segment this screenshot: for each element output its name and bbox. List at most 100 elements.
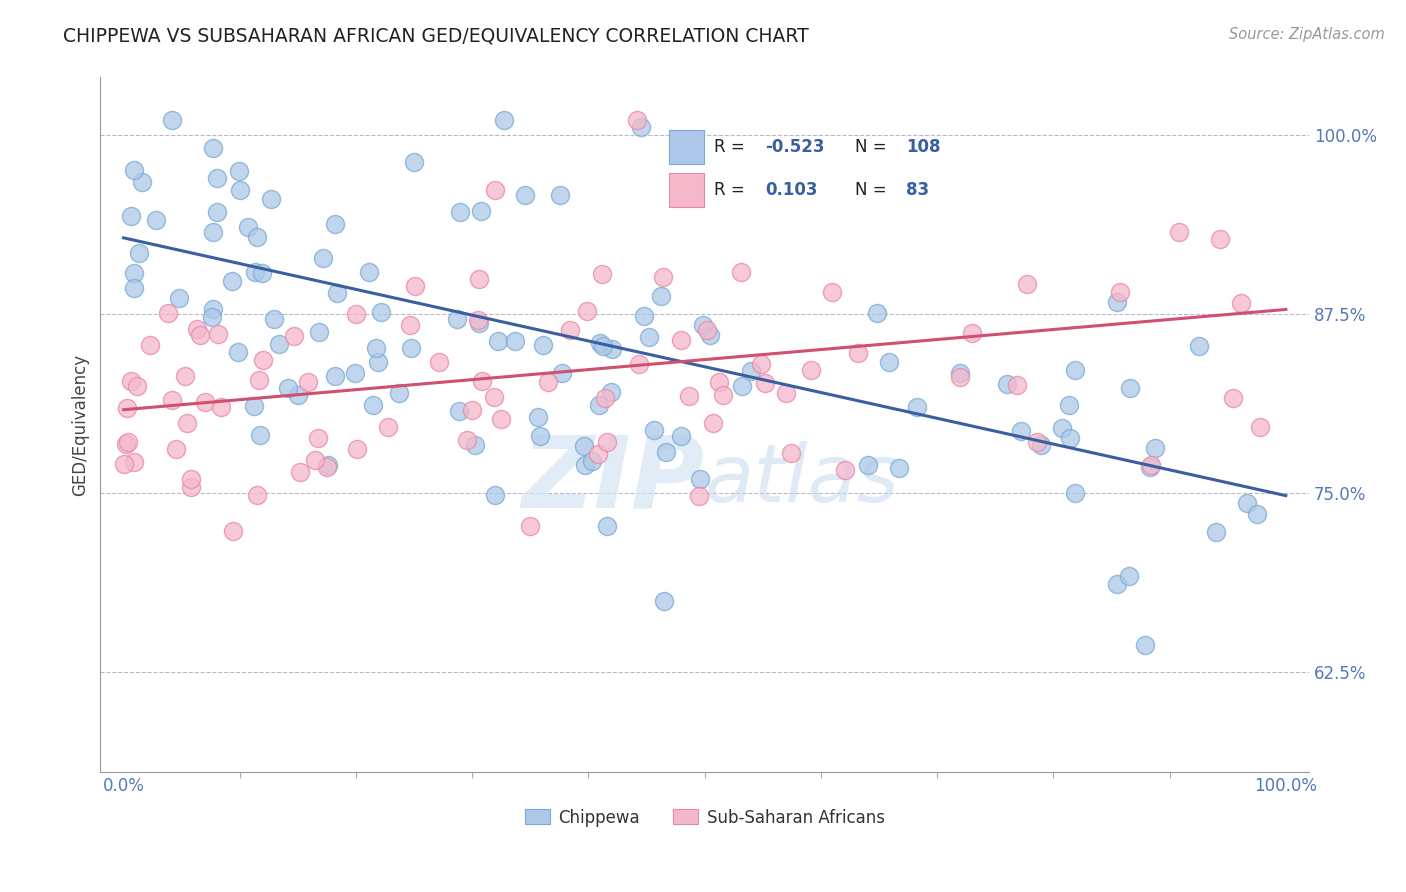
- Point: [201, 225, 224, 239]
- Point: [652, 269, 675, 284]
- Point: [467, 312, 489, 326]
- Point: [775, 385, 797, 400]
- Point: [572, 439, 595, 453]
- Point: [596, 519, 619, 533]
- Point: [588, 446, 610, 460]
- Point: [709, 376, 731, 390]
- Point: [489, 412, 512, 426]
- Point: [669, 333, 692, 347]
- Point: [1059, 398, 1081, 412]
- Point: [600, 385, 623, 400]
- Point: [120, 209, 142, 223]
- Point: [633, 309, 655, 323]
- Point: [866, 306, 889, 320]
- Point: [1108, 285, 1130, 300]
- Point: [650, 289, 672, 303]
- Point: [731, 378, 754, 392]
- Point: [1168, 225, 1191, 239]
- Point: [655, 445, 678, 459]
- Point: [370, 305, 392, 319]
- Point: [124, 266, 146, 280]
- Point: [1249, 420, 1271, 434]
- Point: [589, 335, 612, 350]
- Point: [602, 342, 624, 356]
- Point: [1005, 377, 1028, 392]
- Point: [209, 400, 232, 414]
- Point: [1026, 435, 1049, 450]
- Point: [558, 323, 581, 337]
- Y-axis label: GED/Equivalency: GED/Equivalency: [72, 354, 89, 496]
- Point: [115, 437, 138, 451]
- Point: [1029, 438, 1052, 452]
- Point: [513, 187, 536, 202]
- Point: [484, 488, 506, 502]
- Point: [404, 279, 426, 293]
- Point: [315, 459, 337, 474]
- Point: [367, 355, 389, 369]
- Point: [344, 308, 367, 322]
- Point: [1143, 442, 1166, 456]
- Point: [122, 163, 145, 178]
- Point: [1209, 232, 1232, 246]
- Point: [548, 187, 571, 202]
- Point: [527, 409, 550, 424]
- Point: [1222, 391, 1244, 405]
- Point: [388, 386, 411, 401]
- Point: [226, 344, 249, 359]
- Point: [145, 212, 167, 227]
- Point: [699, 327, 721, 342]
- Point: [702, 416, 724, 430]
- Point: [401, 341, 423, 355]
- Point: [1107, 295, 1129, 310]
- Point: [591, 267, 613, 281]
- Point: [846, 346, 869, 360]
- Point: [1236, 496, 1258, 510]
- Point: [652, 593, 675, 607]
- Point: [1059, 431, 1081, 445]
- Point: [308, 325, 330, 339]
- Point: [486, 334, 509, 349]
- Point: [1063, 486, 1085, 500]
- Point: [1050, 420, 1073, 434]
- Point: [263, 312, 285, 326]
- Point: [492, 113, 515, 128]
- Point: [156, 306, 179, 320]
- Point: [297, 375, 319, 389]
- Point: [749, 357, 772, 371]
- Point: [377, 420, 399, 434]
- Point: [754, 376, 776, 390]
- Point: [1246, 507, 1268, 521]
- Point: [949, 369, 972, 384]
- Text: Source: ZipAtlas.com: Source: ZipAtlas.com: [1229, 27, 1385, 42]
- Point: [887, 460, 910, 475]
- Point: [575, 304, 598, 318]
- Point: [243, 265, 266, 279]
- Point: [194, 395, 217, 409]
- Point: [165, 442, 187, 456]
- Point: [288, 465, 311, 479]
- Point: [627, 357, 650, 371]
- Point: [1188, 338, 1211, 352]
- Point: [316, 458, 339, 472]
- Point: [1230, 296, 1253, 310]
- Point: [180, 472, 202, 486]
- Point: [531, 337, 554, 351]
- Point: [877, 354, 900, 368]
- Point: [484, 390, 506, 404]
- Point: [821, 285, 844, 300]
- Point: [174, 369, 197, 384]
- Point: [574, 458, 596, 473]
- Point: [696, 323, 718, 337]
- Point: [960, 326, 983, 341]
- Point: [250, 266, 273, 280]
- Point: [201, 302, 224, 317]
- Point: [201, 310, 224, 325]
- Point: [201, 141, 224, 155]
- Point: [222, 524, 245, 539]
- Point: [361, 398, 384, 412]
- Point: [800, 363, 823, 377]
- Point: [503, 334, 526, 348]
- Point: [856, 458, 879, 472]
- Point: [711, 387, 734, 401]
- Point: [730, 265, 752, 279]
